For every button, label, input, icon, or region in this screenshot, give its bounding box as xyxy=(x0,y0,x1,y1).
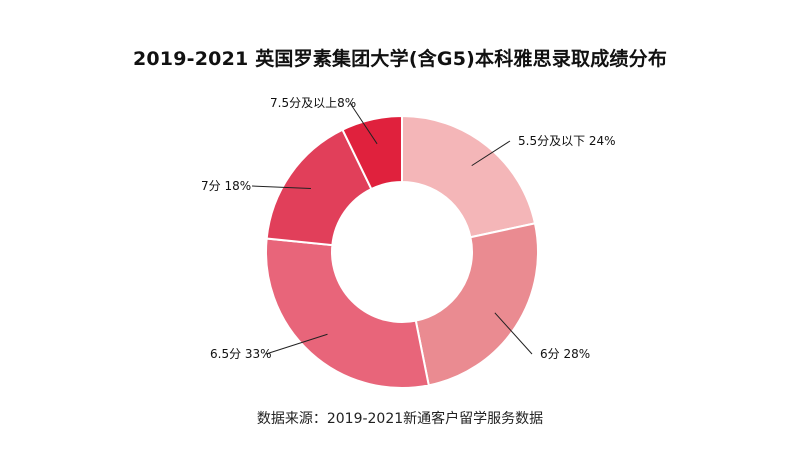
slice-1 xyxy=(414,222,539,387)
slice-0 xyxy=(401,114,537,239)
slice-2 xyxy=(265,237,430,389)
donut-slices xyxy=(265,114,539,389)
data-source-note: 数据来源：2019-2021新通客户留学服务数据 xyxy=(256,411,544,427)
slice-label-0: 5.5分及以下 24% xyxy=(518,134,616,148)
leader-line-4 xyxy=(349,102,378,145)
leader-line-1 xyxy=(494,312,533,355)
leader-line-3 xyxy=(251,185,311,190)
slice-label-2: 6.5分 33% xyxy=(210,347,272,361)
slice-4 xyxy=(341,114,403,191)
slice-label-3: 7分 18% xyxy=(201,179,251,193)
leader-line-2 xyxy=(265,333,328,355)
slice-label-4: 7.5分及以上8% xyxy=(270,96,356,110)
leader-line-0 xyxy=(471,140,511,167)
chart-title: 2019-2021 英国罗素集团大学(含G5)本科雅思录取成绩分布 xyxy=(132,48,668,70)
slice-label-1: 6分 28% xyxy=(540,347,590,361)
slice-labels: 5.5分及以下 24% 6分 28% 6.5分 33% 7分 18% 7.5分及以上8% xyxy=(201,96,616,361)
